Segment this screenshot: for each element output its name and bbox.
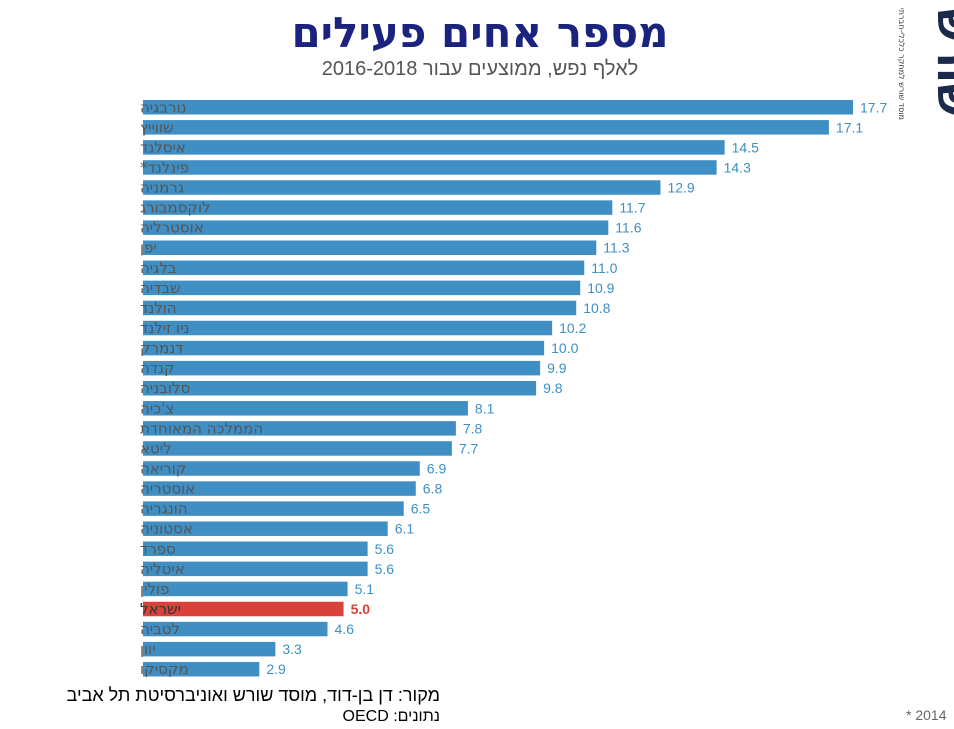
category-label: ישראל — [140, 600, 181, 618]
category-label: הונגריה — [140, 500, 188, 518]
bar — [143, 360, 541, 376]
value-label: 10.8 — [583, 300, 610, 316]
bar — [143, 260, 585, 276]
bar — [143, 280, 581, 296]
chart-title: מספר אחים פעילים — [291, 8, 669, 57]
value-label: 7.7 — [459, 440, 479, 456]
category-label: פינלנד* — [140, 158, 189, 176]
logo-mark: שורש — [927, 8, 954, 117]
category-label: איטליה — [140, 560, 185, 578]
value-label: 11.3 — [603, 240, 629, 256]
source-note: מקור: דן בן-דוד, מוסד שורש ואוניברסיטת ת… — [66, 685, 440, 705]
category-label: קוריאה — [140, 460, 186, 478]
bar — [143, 320, 553, 336]
bar — [143, 561, 368, 577]
value-label: 6.8 — [423, 481, 443, 497]
category-label: הממלכה המאוחדת — [140, 419, 263, 437]
category-label: לוקסמבורג — [140, 199, 211, 217]
value-label: 10.9 — [587, 280, 614, 296]
value-label: 11.7 — [619, 200, 645, 216]
bar — [143, 501, 404, 516]
bar — [143, 220, 609, 235]
value-label: 6.9 — [427, 461, 447, 477]
bar — [143, 661, 260, 677]
value-label: 17.7 — [860, 99, 887, 115]
bar — [143, 481, 416, 496]
category-label: יוון — [140, 640, 156, 658]
bar — [143, 380, 537, 396]
bar — [143, 180, 661, 195]
bar — [143, 401, 468, 416]
value-label: 12.9 — [667, 180, 694, 196]
bar — [143, 541, 368, 557]
category-label: איסלנד — [140, 138, 186, 156]
category-label: גרמניה — [140, 179, 184, 197]
value-label: 5.1 — [355, 581, 375, 597]
category-label: צ'כיה — [140, 399, 174, 417]
chart-subtitle: לאלף נפש, ממוצעים עבור 2016-2018 — [321, 58, 639, 80]
value-label: 17.1 — [836, 119, 863, 135]
value-label: 5.0 — [351, 601, 371, 617]
bar — [143, 601, 344, 617]
value-label: 11.6 — [615, 220, 641, 236]
value-label: 5.6 — [375, 541, 395, 557]
value-label: 11.0 — [591, 260, 617, 276]
bar — [143, 521, 388, 536]
value-label: 8.1 — [475, 400, 495, 416]
bar — [143, 200, 613, 215]
category-label: לטביה — [140, 620, 180, 638]
bar — [143, 621, 328, 637]
category-label: בלגיה — [140, 259, 177, 277]
category-label: סלובניה — [140, 379, 190, 397]
category-label: נורבגיה — [140, 98, 187, 116]
category-label: שבדיה — [140, 279, 181, 297]
bar — [143, 100, 853, 115]
data-source-note: נתונים: OECD — [342, 708, 440, 725]
bar — [143, 340, 545, 356]
bar — [143, 140, 725, 155]
category-label: מקסיקו — [140, 660, 189, 678]
value-label: 9.9 — [547, 360, 567, 376]
bar — [143, 461, 420, 476]
bar — [143, 441, 452, 456]
logo-tagline: מוסד שורש למחקר כלכלי-חברתי — [897, 8, 906, 120]
category-label: פולין — [140, 580, 169, 598]
value-label: 9.8 — [543, 380, 563, 396]
category-label: יפן — [140, 239, 157, 257]
value-label: 5.6 — [375, 561, 395, 577]
value-label: 14.5 — [732, 139, 759, 155]
value-label: 6.5 — [411, 501, 431, 517]
value-label: 6.1 — [395, 521, 415, 537]
value-label: 10.2 — [559, 320, 586, 336]
category-label: אסטוניה — [140, 520, 193, 538]
footnote: * 2014 — [906, 707, 947, 723]
category-label: ליטא — [140, 439, 172, 457]
shoresh-logo: שורש — [912, 8, 954, 118]
category-label: קנדה — [140, 359, 175, 377]
category-label: ספרד — [140, 540, 176, 558]
bar — [143, 421, 456, 436]
bar — [143, 641, 276, 657]
category-label: שווייץ — [140, 118, 174, 136]
bar — [143, 120, 829, 135]
bar — [143, 160, 717, 175]
bar — [143, 300, 577, 316]
category-label: דנמרק — [140, 339, 184, 357]
value-label: 4.6 — [335, 621, 355, 637]
category-label: אוסטרליה — [140, 219, 204, 237]
bar — [143, 240, 597, 255]
value-label: 14.3 — [724, 159, 751, 175]
category-label: ניו זילנד — [140, 319, 189, 337]
value-label: 10.0 — [551, 340, 578, 356]
category-label: הולנד — [140, 299, 177, 317]
value-label: 7.8 — [463, 420, 483, 436]
value-label: 3.3 — [282, 641, 302, 657]
category-label: אוסטריה — [140, 480, 195, 498]
value-label: 2.9 — [266, 661, 286, 677]
bar — [143, 581, 348, 597]
